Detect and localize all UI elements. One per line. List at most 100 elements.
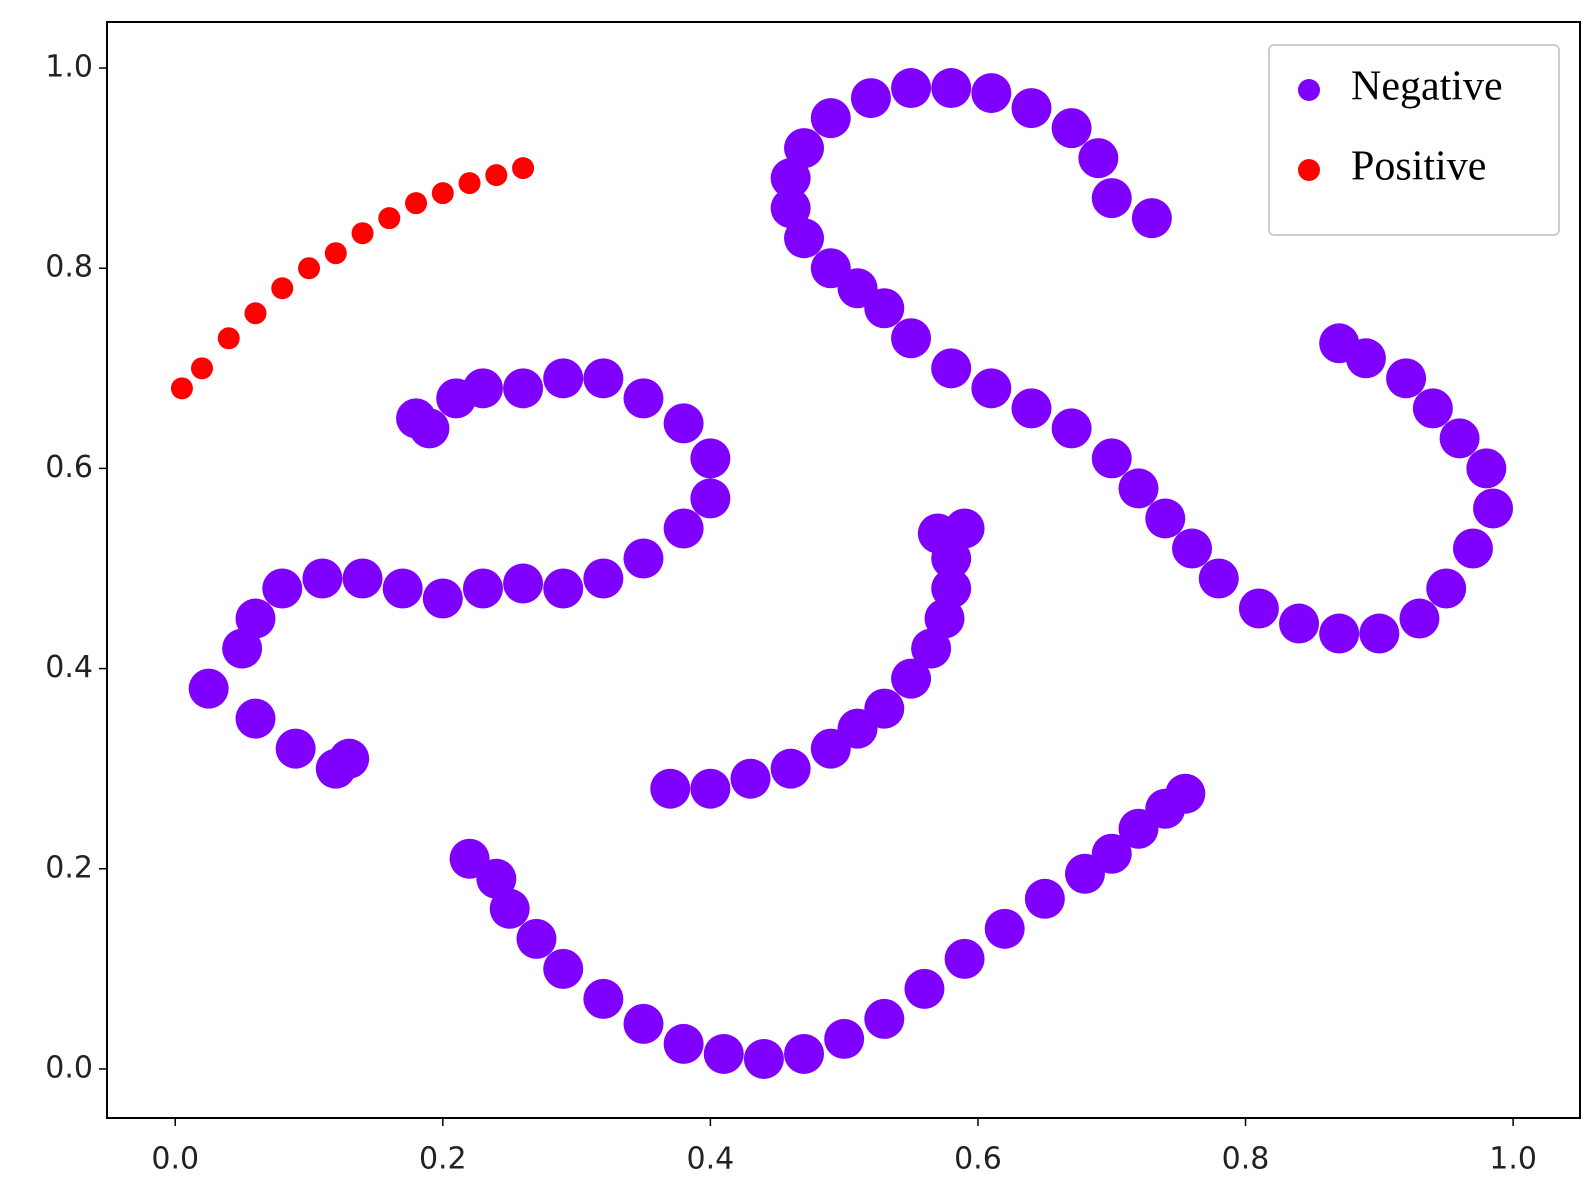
point: [1091, 833, 1132, 874]
point: [1473, 488, 1514, 529]
point: [382, 568, 423, 609]
y-tick-label: 0.0: [45, 1050, 93, 1085]
point: [1399, 598, 1440, 639]
point: [222, 628, 263, 669]
point: [583, 978, 624, 1019]
legend-marker: [1298, 159, 1320, 181]
point: [244, 302, 267, 325]
point: [512, 157, 535, 180]
point: [1319, 323, 1360, 364]
point: [235, 598, 276, 639]
point: [422, 578, 463, 619]
point: [516, 918, 557, 959]
point: [271, 277, 294, 300]
y-tick-label: 0.4: [45, 650, 93, 685]
point: [1051, 108, 1092, 149]
point: [663, 508, 704, 549]
point: [663, 1023, 704, 1064]
point: [864, 288, 905, 329]
legend-label: Negative: [1351, 64, 1503, 110]
point: [485, 164, 508, 187]
y-tick-label: 1.0: [45, 50, 93, 85]
x-tick-label: 0.6: [954, 1142, 1002, 1177]
point: [431, 182, 454, 205]
point: [911, 628, 952, 669]
y-tick-label: 0.2: [45, 850, 93, 885]
point: [810, 98, 851, 139]
point: [1165, 773, 1206, 814]
point: [784, 1033, 825, 1074]
point: [971, 73, 1012, 114]
point: [864, 998, 905, 1039]
x-tick-label: 0.0: [151, 1142, 199, 1177]
point: [743, 1038, 784, 1079]
point: [315, 748, 356, 789]
point: [971, 368, 1012, 409]
y-tick-label: 0.6: [45, 450, 93, 485]
point: [784, 128, 825, 169]
point: [1145, 498, 1186, 539]
point: [342, 558, 383, 599]
point: [1359, 613, 1400, 654]
point: [770, 188, 811, 229]
point: [543, 358, 584, 399]
point: [583, 558, 624, 599]
point: [324, 242, 347, 265]
point: [462, 568, 503, 609]
point: [351, 222, 374, 245]
point: [703, 1033, 744, 1074]
point: [1452, 528, 1493, 569]
point: [1011, 88, 1052, 129]
point: [190, 357, 213, 380]
x-tick-label: 0.4: [687, 1142, 735, 1177]
point: [1412, 388, 1453, 429]
point: [275, 728, 316, 769]
point: [489, 888, 530, 929]
x-tick-label: 0.8: [1222, 1142, 1270, 1177]
point: [904, 968, 945, 1009]
point: [650, 768, 691, 809]
point: [188, 668, 229, 709]
point: [770, 748, 811, 789]
point: [1426, 568, 1467, 609]
point: [891, 68, 932, 109]
point: [891, 318, 932, 359]
x-tick-label: 1.0: [1489, 1142, 1537, 1177]
point: [378, 207, 401, 230]
point: [984, 908, 1025, 949]
point: [1319, 613, 1360, 654]
point: [170, 377, 193, 400]
point: [503, 368, 544, 409]
point: [924, 598, 965, 639]
point: [543, 568, 584, 609]
point: [730, 758, 771, 799]
point: [217, 327, 240, 350]
point: [1078, 138, 1119, 179]
point: [623, 1003, 664, 1044]
point: [302, 558, 343, 599]
point: [1172, 528, 1213, 569]
point: [824, 1018, 865, 1059]
point: [458, 172, 481, 195]
point: [663, 403, 704, 444]
point: [1439, 418, 1480, 459]
point: [405, 192, 428, 215]
point: [1051, 408, 1092, 449]
point: [1198, 558, 1239, 599]
point: [1279, 603, 1320, 644]
point: [944, 508, 985, 549]
point: [1386, 358, 1427, 399]
legend-marker: [1298, 79, 1320, 101]
point: [1011, 388, 1052, 429]
y-tick-label: 0.8: [45, 250, 93, 285]
point: [931, 348, 972, 389]
point: [1238, 588, 1279, 629]
point: [931, 68, 972, 109]
point: [944, 938, 985, 979]
point: [891, 658, 932, 699]
point: [623, 378, 664, 419]
point: [503, 563, 544, 604]
point: [396, 398, 437, 439]
point: [1466, 448, 1507, 489]
point: [864, 688, 905, 729]
